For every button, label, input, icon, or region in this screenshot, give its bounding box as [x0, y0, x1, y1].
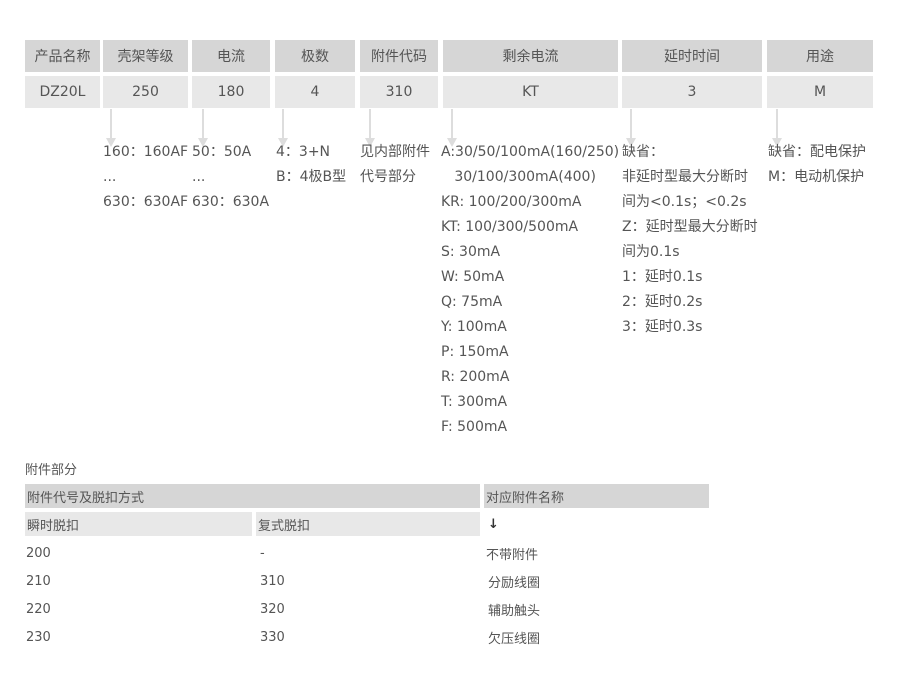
option-line: S: 30mA	[441, 244, 501, 260]
compound-code: -	[260, 545, 265, 561]
option-line: 代号部分	[360, 169, 416, 185]
down-arrow-icon: ↓	[488, 516, 499, 532]
column-header: 延时时间	[622, 40, 762, 72]
option-line: KR: 100/200/300mA	[441, 194, 582, 210]
accessory-name: 欠压线圈	[488, 631, 541, 647]
option-line: 非延时型最大分断时	[622, 169, 748, 185]
column-header: 附件代码	[360, 40, 438, 72]
option-line: 160：160AF	[103, 144, 189, 160]
option-line: B：4极B型	[276, 169, 347, 185]
option-line: 30/100/300mA(400)	[441, 169, 596, 185]
column-value: 4	[275, 76, 355, 108]
option-line: A:30/50/100mA(160/250)	[441, 144, 620, 160]
accessory-header-right: 对应附件名称	[484, 484, 709, 508]
down-arrow-icon	[772, 109, 782, 147]
option-line: Q: 75mA	[441, 294, 503, 310]
down-arrow-icon	[198, 109, 208, 147]
accessory-title: 附件部分	[25, 462, 78, 478]
accessory-name: 分励线圈	[488, 575, 541, 591]
option-line: W: 50mA	[441, 269, 505, 285]
accessory-name: 辅助触头	[488, 603, 541, 619]
column-value: 3	[622, 76, 762, 108]
option-line: Y: 100mA	[441, 319, 507, 335]
compound-code: 320	[260, 601, 285, 617]
option-line: 50：50A	[192, 144, 252, 160]
column-header: 用途	[767, 40, 873, 72]
column-value: 250	[103, 76, 188, 108]
option-line: R: 200mA	[441, 369, 510, 385]
option-line: ...	[192, 169, 206, 185]
option-line: F: 500mA	[441, 419, 508, 435]
column-value: KT	[443, 76, 618, 108]
option-line: 630：630AF	[103, 194, 189, 210]
instant-code: 210	[26, 573, 51, 589]
option-line: Z：延时型最大分断时	[622, 219, 758, 235]
instant-code: 220	[26, 601, 51, 617]
down-arrow-icon	[447, 109, 457, 147]
option-line: 630：630A	[192, 194, 270, 210]
column-value: 310	[360, 76, 438, 108]
down-arrow-icon	[365, 109, 375, 147]
down-arrow-icon	[626, 109, 636, 147]
option-line: 4：3+N	[276, 144, 331, 160]
option-line: ...	[103, 169, 117, 185]
column-value: M	[767, 76, 873, 108]
column-header: 电流	[192, 40, 270, 72]
option-line: T: 300mA	[441, 394, 508, 410]
option-line: P: 150mA	[441, 344, 509, 360]
option-line: KT: 100/300/500mA	[441, 219, 579, 235]
option-line: 缺省：	[622, 144, 664, 160]
down-arrow-icon	[278, 109, 288, 147]
option-line: 2：延时0.2s	[622, 294, 703, 310]
accessory-name: 不带附件	[486, 547, 539, 563]
option-line: 缺省：配电保护	[768, 144, 866, 160]
column-header: 产品名称	[25, 40, 100, 72]
column-value: DZ20L	[25, 76, 100, 108]
instant-code: 230	[26, 629, 51, 645]
option-line: M：电动机保护	[768, 169, 865, 185]
compound-code: 310	[260, 573, 285, 589]
option-line: 3：延时0.3s	[622, 319, 703, 335]
option-line: 间为<0.1s；<0.2s	[622, 194, 747, 210]
option-line: 1：延时0.1s	[622, 269, 703, 285]
column-header: 极数	[275, 40, 355, 72]
column-header: 壳架等级	[103, 40, 188, 72]
accessory-header-left: 附件代号及脱扣方式	[25, 484, 480, 508]
option-line: 间为0.1s	[622, 244, 680, 260]
instant-code: 200	[26, 545, 51, 561]
option-line: 见内部附件	[360, 144, 430, 160]
compound-code: 330	[260, 629, 285, 645]
down-arrow-icon	[106, 109, 116, 147]
column-header: 剩余电流	[443, 40, 618, 72]
instant-trip-header: 瞬时脱扣	[25, 512, 252, 536]
column-value: 180	[192, 76, 270, 108]
compound-trip-header: 复式脱扣	[256, 512, 480, 536]
